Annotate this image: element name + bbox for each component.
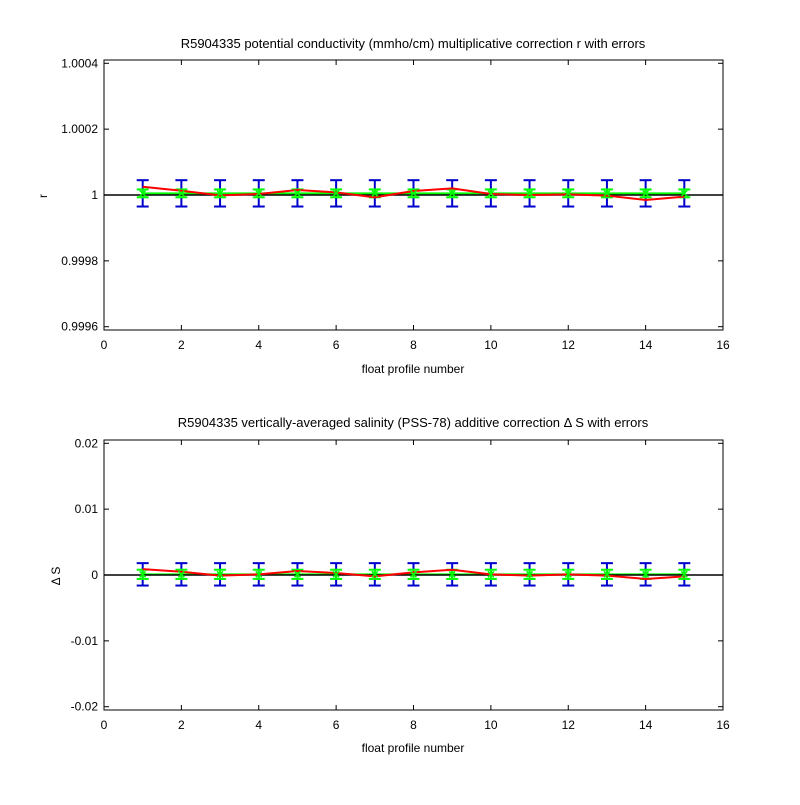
data-point — [680, 570, 688, 578]
data-point — [487, 570, 495, 578]
series-line-correction — [142, 185, 685, 201]
data-point — [177, 570, 185, 578]
y-tick-label: 1.0004 — [61, 56, 98, 70]
data-point — [332, 189, 340, 197]
data-point — [409, 570, 418, 578]
data-point — [139, 570, 147, 578]
data-point — [448, 189, 456, 197]
data-point — [642, 570, 650, 578]
x-tick-label: 0 — [101, 718, 108, 732]
y-tick-label: 0.9996 — [61, 320, 98, 334]
y-tick-label: 0.9998 — [61, 254, 98, 268]
x-tick-label: 8 — [410, 718, 417, 732]
x-tick-label: 2 — [178, 718, 185, 732]
chart-title: R5904335 vertically-averaged salinity (P… — [178, 415, 649, 430]
data-point — [216, 570, 224, 578]
y-tick-label: -0.01 — [71, 634, 99, 648]
y-tick-label: 1.0002 — [61, 122, 98, 136]
data-point — [680, 189, 688, 197]
data-point — [564, 189, 572, 197]
data-point — [216, 189, 224, 197]
x-tick-label: 8 — [410, 338, 417, 352]
data-point — [177, 189, 185, 197]
x-tick-label: 16 — [716, 338, 730, 352]
data-point — [371, 189, 379, 197]
x-tick-label: 6 — [333, 718, 340, 732]
y-tick-label: 0.02 — [75, 436, 99, 450]
data-point — [603, 189, 611, 197]
x-axis-label: float profile number — [362, 362, 465, 376]
data-point — [371, 570, 379, 578]
data-point — [409, 189, 418, 197]
chart-panel-salinity: R5904335 vertically-averaged salinity (P… — [49, 415, 730, 755]
data-point — [603, 570, 611, 578]
y-tick-label: 0 — [91, 568, 98, 582]
x-tick-label: 14 — [639, 338, 653, 352]
x-tick-label: 16 — [716, 718, 730, 732]
x-tick-label: 2 — [178, 338, 185, 352]
plot-area: 0 2 4 6 8 10 12 14 16 0.9996 0.9998 1 1.0002 1.0004 — [61, 56, 730, 352]
data-point — [293, 570, 301, 578]
x-tick-label: 12 — [562, 338, 576, 352]
y-tick-label: 0.01 — [75, 502, 99, 516]
chart-title: R5904335 potential conductivity (mmho/cm… — [181, 36, 646, 51]
data-point — [332, 570, 340, 578]
data-point — [564, 570, 572, 578]
data-point — [526, 570, 534, 578]
x-tick-label: 10 — [484, 718, 498, 732]
x-tick-label: 6 — [333, 338, 340, 352]
chart-panel-conductivity: R5904335 potential conductivity (mmho/cm… — [36, 36, 730, 376]
data-point — [139, 189, 147, 197]
data-point — [487, 189, 495, 197]
x-tick-label: 10 — [484, 338, 498, 352]
data-point — [448, 570, 456, 578]
data-point — [255, 189, 263, 197]
y-tick-label: -0.02 — [71, 700, 99, 714]
y-tick-label: 1 — [91, 188, 98, 202]
data-point — [293, 189, 301, 197]
series-line-correction — [142, 568, 685, 580]
x-tick-label: 0 — [101, 338, 108, 352]
x-axis-label: float profile number — [362, 741, 465, 755]
data-point — [642, 189, 650, 197]
x-tick-label: 4 — [255, 338, 262, 352]
y-axis-label: r — [36, 194, 50, 198]
y-axis-label: Δ S — [49, 567, 63, 586]
x-tick-label: 12 — [562, 718, 576, 732]
x-tick-label: 14 — [639, 718, 653, 732]
data-point — [255, 570, 263, 578]
data-point — [526, 189, 534, 197]
x-tick-label: 4 — [255, 718, 262, 732]
plot-area: 0 2 4 6 8 10 12 14 16 -0.02 -0.01 0 0.01 0.02 — [71, 436, 730, 732]
